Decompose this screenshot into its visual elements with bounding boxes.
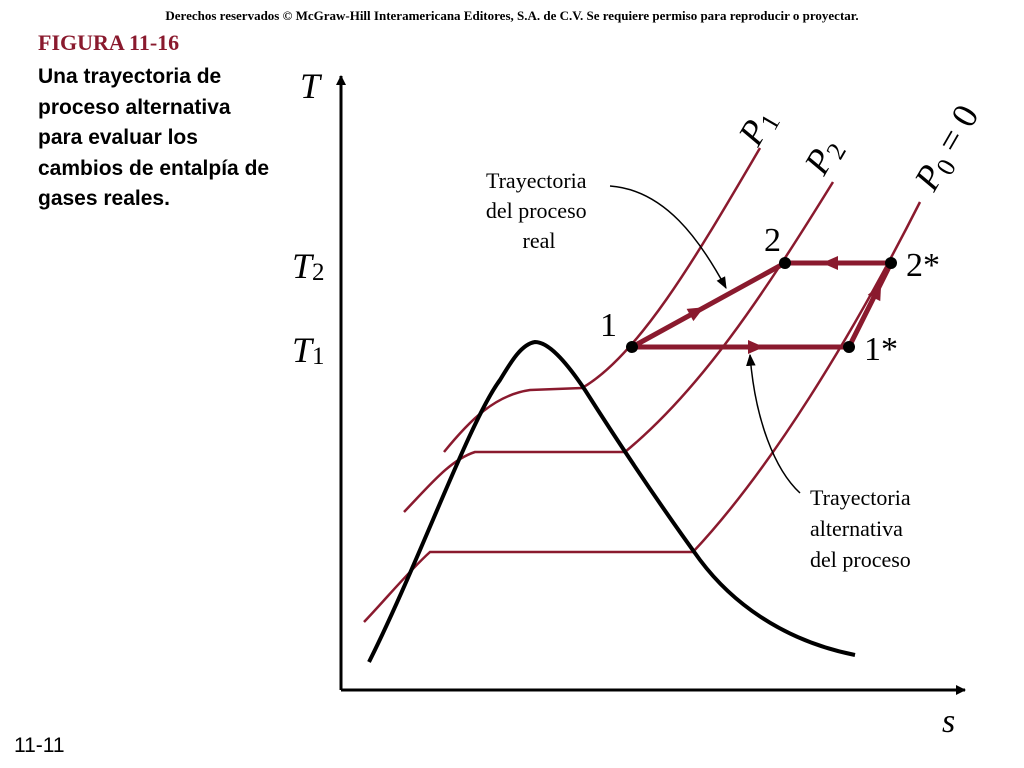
arrowhead-1star-to-2star — [867, 283, 882, 302]
path-1-to-2 — [630, 260, 787, 350]
state-point-1star — [843, 341, 855, 353]
state-point-2star — [885, 257, 897, 269]
saturation-dome — [367, 339, 856, 663]
arrowhead-1-to-2 — [686, 307, 705, 322]
real-path-annotation: Trayectoria del proceso real — [486, 168, 592, 253]
state-label-1: 1 — [600, 307, 617, 344]
state-label-2star: 2* — [906, 247, 940, 284]
copyright-notice: Derechos reservados © McGraw-Hill Intera… — [165, 8, 859, 23]
state-point-1 — [626, 341, 638, 353]
slide-number: 11-11 — [14, 734, 65, 757]
alt-path-annotation: Trayectoria alternativa del proceso — [810, 485, 916, 572]
real-path-pointer — [609, 185, 727, 290]
state-label-1star: 1* — [864, 331, 898, 368]
isobar-p1-label: P1 — [730, 102, 786, 155]
arrowhead-2star-to-2 — [822, 256, 838, 270]
isobar-p2-label: P2 — [796, 131, 852, 184]
t1-label: T1 — [292, 330, 325, 370]
figure-title: FIGURA 11-16 — [38, 30, 180, 55]
isobar-p0-label: P0 = 0 — [906, 98, 990, 200]
figure-caption: Una trayectoria de proceso alternativa p… — [38, 65, 270, 210]
alt-path-pointer — [746, 353, 801, 494]
x-axis-label: s — [942, 703, 955, 740]
arrowhead-1-to-1star — [748, 340, 764, 354]
y-axis-label: T — [300, 66, 323, 106]
path-1star-to-2star — [846, 261, 894, 349]
isobar-p0 — [363, 201, 922, 623]
state-point-2 — [779, 257, 791, 269]
t2-label: T2 — [292, 246, 325, 286]
state-label-2: 2 — [764, 222, 781, 259]
